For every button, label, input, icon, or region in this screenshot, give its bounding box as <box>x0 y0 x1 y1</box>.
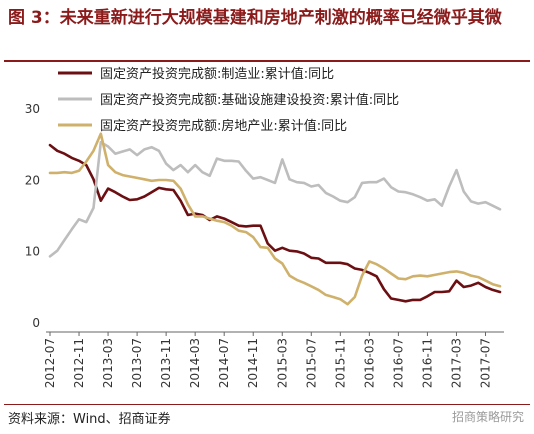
x-tick-label: 2015-07 <box>304 338 318 388</box>
series-line-2 <box>48 140 502 258</box>
legend-label-1: 固定资产投资完成额:制造业:累计值:同比 <box>100 66 334 82</box>
legend-label-2: 固定资产投资完成额:基础设施建设投资:累计值:同比 <box>100 92 399 108</box>
x-tick-label: 2014-11 <box>246 338 260 388</box>
x-tick-label: 2012-11 <box>72 338 86 388</box>
x-tick-label: 2013-07 <box>130 338 144 388</box>
x-tick-label: 2015-03 <box>275 338 289 388</box>
series-line-1 <box>48 143 502 303</box>
y-tick-label: 30 <box>25 102 40 116</box>
legend-label-3: 固定资产投资完成额:房地产业:累计值:同比 <box>100 118 347 134</box>
x-tick-label: 2014-03 <box>188 338 202 388</box>
y-tick-label: 10 <box>25 245 40 259</box>
series-line-3 <box>48 132 502 306</box>
x-tick-label: 2016-03 <box>362 338 376 388</box>
chart-legend: 固定资产投资完成额:制造业:累计值:同比固定资产投资完成额:基础设施建设投资:累… <box>58 66 399 134</box>
x-tick-label: 2013-11 <box>159 338 173 388</box>
figure-title: 图 3：未来重新进行大规模基建和房地产刺激的概率已经微乎其微 <box>8 8 502 28</box>
x-tick-label: 2017-03 <box>449 338 463 388</box>
x-tick-label: 2014-07 <box>217 338 231 388</box>
x-tick-label: 2012-07 <box>43 338 57 388</box>
y-tick-label: 0 <box>32 316 40 330</box>
x-tick-label: 2013-03 <box>101 338 115 388</box>
x-tick-label: 2015-11 <box>333 338 347 388</box>
title-rule <box>4 60 530 62</box>
x-tick-label: 2016-11 <box>420 338 434 388</box>
y-tick-label: 20 <box>25 173 40 187</box>
source-rule <box>4 404 530 405</box>
x-tick-label: 2017-07 <box>478 338 492 388</box>
chart-series <box>48 132 502 306</box>
watermark: 招商策略研究 <box>451 410 524 424</box>
x-tick-label: 2016-07 <box>391 338 405 388</box>
chart-axes: 0 10 20 30 2012-07 2012-11 2013-03 2013-07 2013-… <box>25 102 504 388</box>
source-note: 资料来源：Wind、招商证券 <box>8 412 171 427</box>
